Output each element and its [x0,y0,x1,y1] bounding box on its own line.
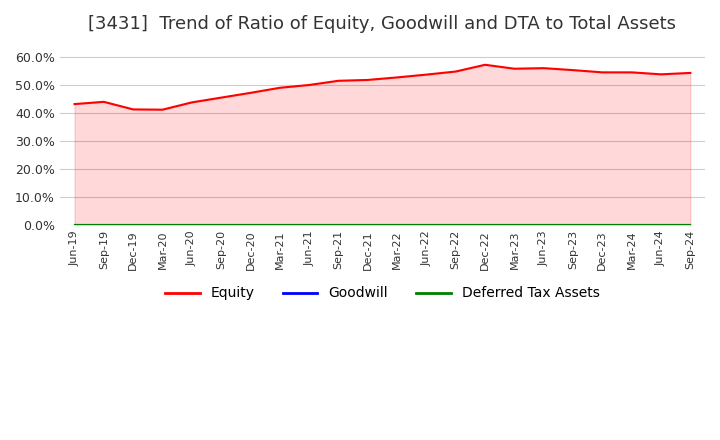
Title: [3431]  Trend of Ratio of Equity, Goodwill and DTA to Total Assets: [3431] Trend of Ratio of Equity, Goodwil… [89,15,676,33]
Legend: Equity, Goodwill, Deferred Tax Assets: Equity, Goodwill, Deferred Tax Assets [160,281,606,306]
